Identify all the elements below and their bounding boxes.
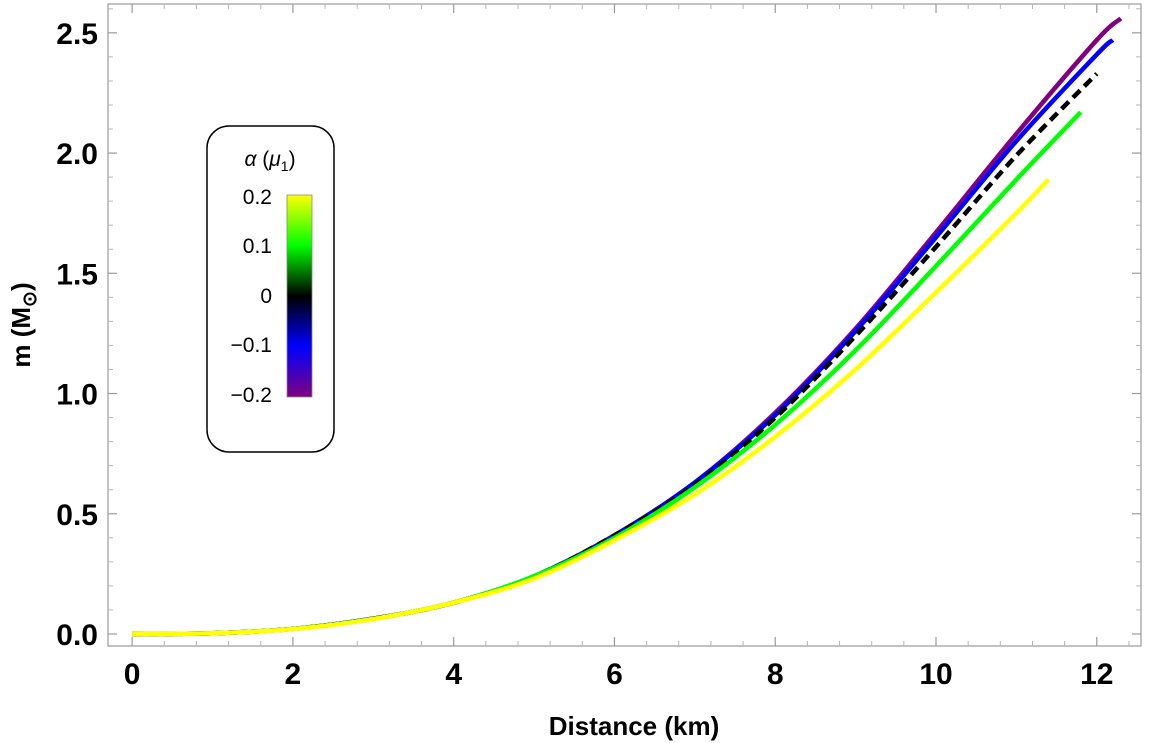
plot-frame	[107, 3, 1142, 647]
colorbar-label: 0.1	[243, 235, 272, 258]
series-line-alpha-0	[132, 72, 1099, 637]
legend-title-sub: 1	[281, 158, 289, 174]
legend-title-mu: μ	[268, 148, 281, 171]
colorbar	[286, 194, 313, 398]
x-tick-label: 8	[767, 658, 784, 691]
y-tick-label: 1.5	[56, 258, 98, 291]
x-tick-label: 10	[919, 658, 952, 691]
y-axis-title: m (M⊙)	[6, 282, 41, 367]
legend: α (μ1) 0.2 0.1 0 −0.1 −0.2	[206, 125, 335, 453]
series-layer	[132, 16, 1123, 637]
colorbar-label: 0.2	[243, 186, 272, 209]
y-tick-label: 2.5	[56, 18, 98, 51]
x-tick-label: 6	[606, 658, 623, 691]
legend-title: α (μ1)	[244, 148, 295, 174]
y-tick-label: 0.0	[56, 619, 98, 652]
x-axis-title: Distance (km)	[549, 711, 720, 741]
axis-ticks: 0 2 4 6 8 10 120.00.51.01.52.02.5	[56, 4, 1141, 691]
colorbar-label: 0	[260, 285, 272, 308]
y-axis-title-main: m (M	[6, 307, 36, 368]
y-axis-title-symbol: ⊙	[20, 291, 41, 307]
x-tick-label: 0	[124, 658, 141, 691]
colorbar-label: −0.1	[231, 334, 272, 357]
legend-title-open: (	[256, 148, 269, 171]
x-tick-label: 12	[1080, 658, 1113, 691]
y-tick-label: 0.5	[56, 499, 98, 532]
y-tick-label: 2.0	[56, 138, 98, 171]
colorbar-label: −0.2	[231, 384, 272, 407]
y-axis-title-close: )	[6, 282, 36, 291]
legend-title-alpha: α	[244, 148, 257, 171]
x-tick-label: 2	[285, 658, 302, 691]
y-tick-label: 1.0	[56, 379, 98, 412]
legend-title-close: )	[289, 148, 296, 171]
series-line-alpha-0p2	[132, 177, 1051, 637]
x-tick-label: 4	[445, 658, 462, 691]
